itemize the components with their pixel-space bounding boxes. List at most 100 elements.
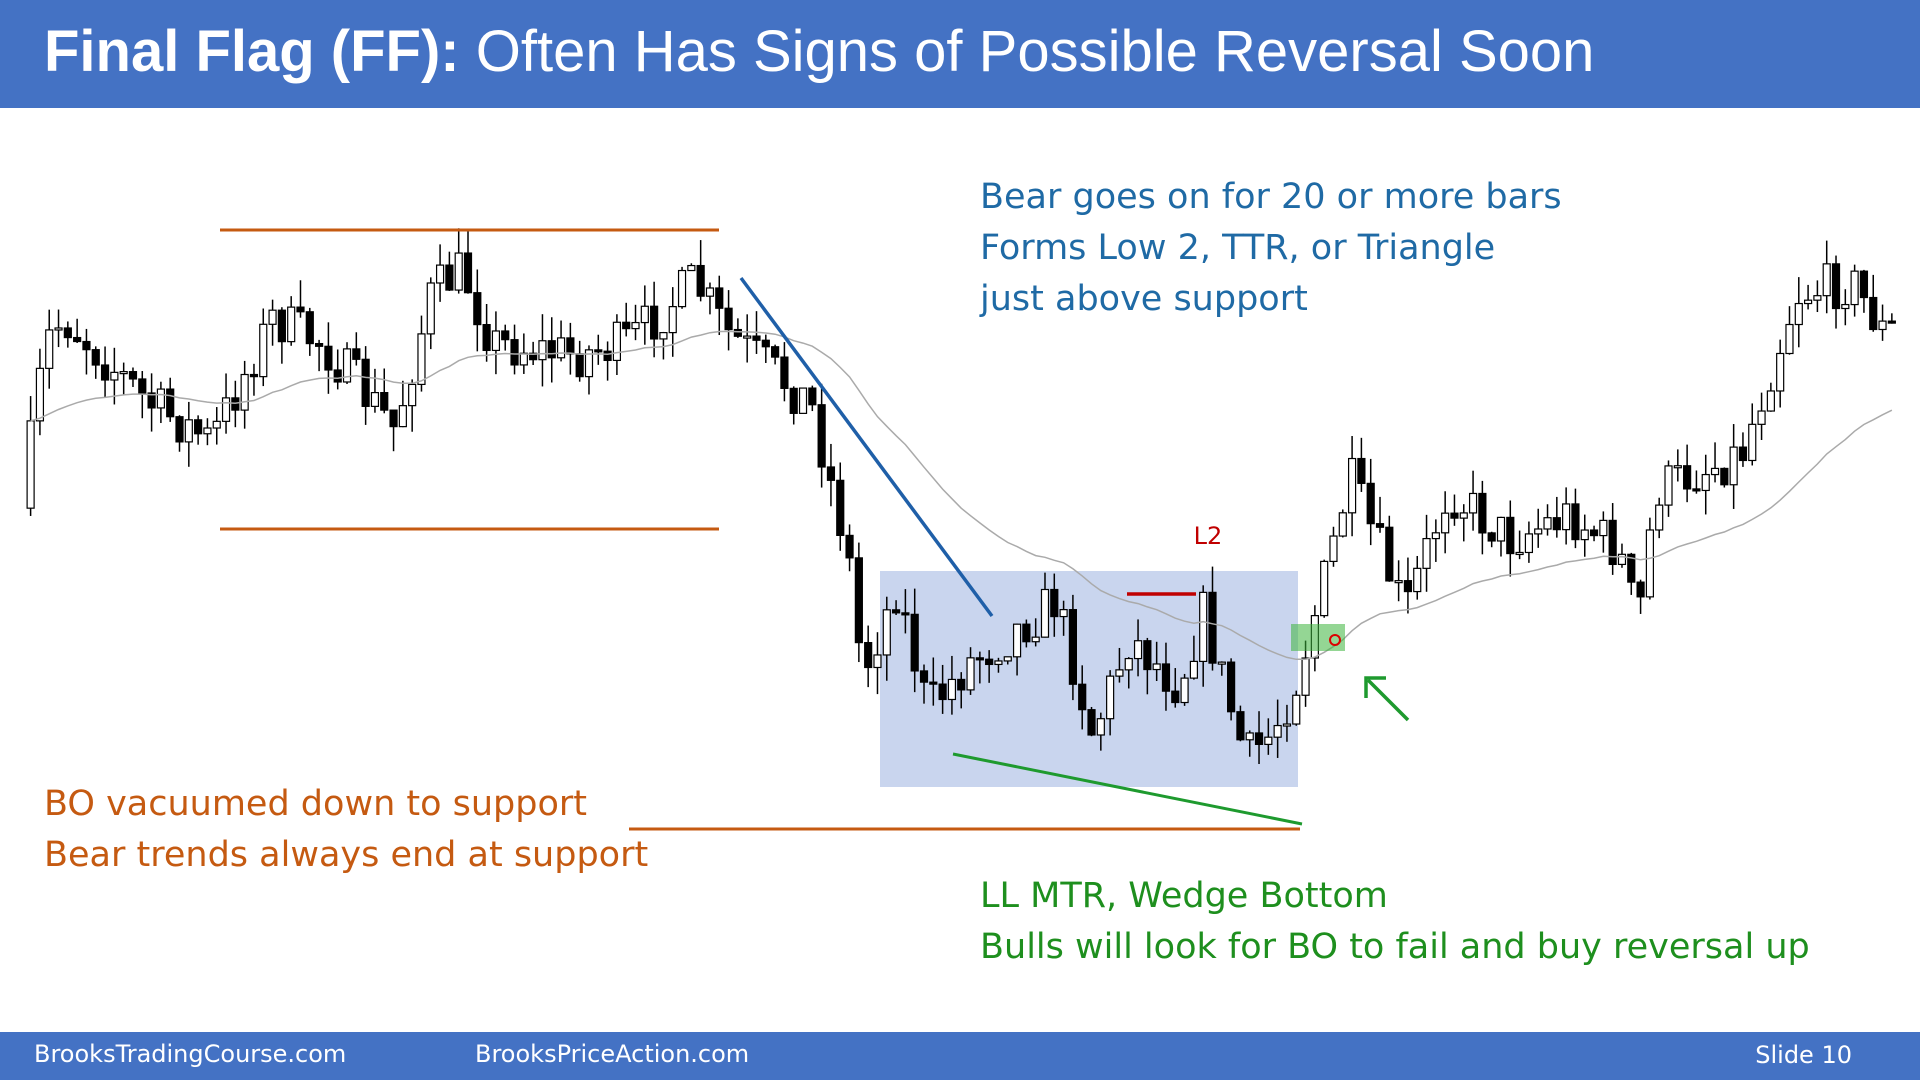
candle-body [1720,467,1729,486]
candle-body [1254,732,1264,745]
candle-body [705,287,715,297]
entry-highlight [1291,624,1345,651]
candle-body [947,678,957,701]
candle-body [259,323,268,378]
candle-body [771,346,780,358]
candle-body [1496,516,1506,542]
candle-body [1571,503,1580,541]
candle-body [342,348,352,383]
candle-body [1357,457,1366,484]
candle-body [1189,660,1198,679]
candle-body [1347,457,1357,514]
candle-body [1524,533,1534,554]
candle-body [1124,657,1133,671]
candle-body [408,383,417,407]
candle-body [789,387,798,414]
candle-body [231,397,240,411]
candle-body [1841,303,1850,310]
candle-body [1227,661,1236,713]
candle-body [203,427,212,435]
candle-body [1543,517,1552,530]
candle-body [1664,465,1673,506]
candle-body [315,342,324,347]
candle-body [473,292,482,326]
price-chart [26,228,1896,787]
candle-body [659,332,668,340]
candle-body [491,330,501,352]
candle-body [1450,512,1459,519]
candle-body [556,337,566,359]
candle-body [603,350,612,362]
candle-body [1106,675,1115,720]
candle-body [957,678,966,691]
candle-body [1152,663,1161,671]
candle-body [975,657,984,661]
candle-body [1292,694,1301,725]
bear-note: Forms Low 2, TTR, or Triangle [980,228,1495,268]
bulls-note: Bulls will look for BO to fail and buy r… [980,927,1810,967]
candle-body [891,609,901,614]
candle-body [240,373,249,411]
candle-body [1022,623,1031,643]
candle-body [417,333,426,386]
candle-body [1850,270,1859,306]
candle-body [277,309,286,343]
candle-body [1813,295,1822,301]
candle-body [221,397,231,422]
candle-body [836,479,845,536]
candle-body [324,345,333,371]
candle-body [994,660,1003,666]
candle-body [1273,724,1282,738]
candle-body [864,642,873,669]
candle-body [482,323,491,352]
candle-body [398,405,407,428]
candle-body [63,327,72,339]
candle-body [445,264,454,291]
candle-body [547,340,556,359]
candle-body [1552,517,1561,531]
candle-body [1506,516,1515,555]
candle-body [138,378,147,394]
candle-body [1366,482,1375,525]
candle-body [26,420,35,509]
candle-body [1078,683,1087,711]
candle-body [156,388,165,409]
bear-trend-line [739,276,994,618]
candle-body [1087,709,1096,736]
candle-body [854,557,863,644]
candle-body [333,369,342,383]
candle-body [1161,663,1171,692]
candle-body [1589,529,1599,537]
header-bar [0,0,1920,108]
candle-body [1133,640,1143,660]
footer-left: BrooksTradingCourse.com [34,1040,346,1068]
candle-body [1459,512,1468,519]
candle-body [985,658,994,666]
support-note: BO vacuumed down to support [44,784,587,824]
support-note: Bear trends always end at support [44,835,648,875]
candle-body [1599,519,1608,537]
candle-body [175,416,184,443]
candle-body [454,252,463,291]
candle-body [529,352,538,361]
bear-note: just above support [979,279,1308,319]
candle-body [1683,465,1692,490]
candle-body [463,252,473,294]
annotations [220,228,1410,831]
candle-body [45,329,54,369]
wedge-line [952,752,1303,826]
slide-title: Final Flag (FF): Often Has Signs of Poss… [44,19,1594,84]
candle-body [1208,591,1217,664]
candle-body [1859,270,1869,299]
candle-body [1673,465,1682,469]
candle-body [1403,580,1413,593]
candle-body [1385,526,1394,582]
candle-body [1441,512,1450,534]
candle-body [1580,529,1589,541]
candle-body [1199,591,1208,663]
candle-body [1701,473,1710,492]
arrow-shaft [1366,678,1410,722]
candle-body [1487,532,1496,542]
